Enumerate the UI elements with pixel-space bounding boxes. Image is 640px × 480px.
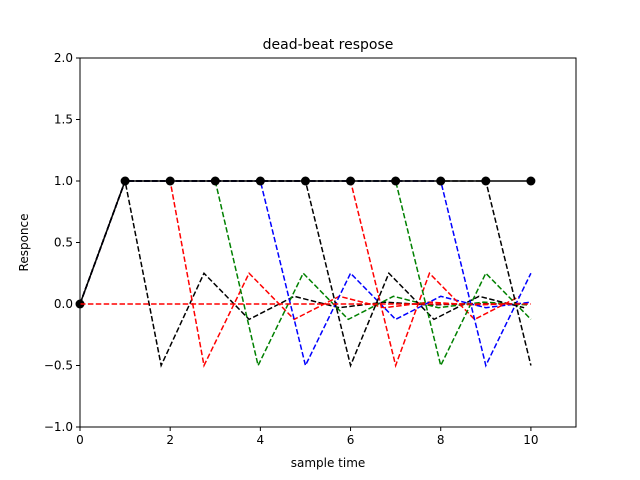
- x-axis-label: sample time: [291, 456, 366, 470]
- plot-background: [80, 58, 576, 427]
- y-tick-label: 0.0: [54, 297, 73, 311]
- x-tick-label: 0: [76, 433, 84, 447]
- x-tick-label: 2: [166, 433, 174, 447]
- series-group: [75, 176, 536, 369]
- y-tick-label: 1.5: [54, 113, 73, 127]
- y-tick-label: 1.0: [54, 174, 73, 188]
- chart-title: dead-beat respose: [263, 37, 394, 53]
- series-marker: [481, 176, 491, 186]
- x-tick-label: 6: [347, 433, 355, 447]
- series-marker: [346, 176, 356, 186]
- series-marker: [210, 176, 220, 186]
- series-marker: [436, 176, 446, 186]
- y-axis: −1.0 −0.5 0.0 0.5 1.0 1.5 2.0: [44, 51, 80, 434]
- series-marker: [526, 176, 536, 186]
- x-tick-label: 4: [257, 433, 265, 447]
- series-marker: [300, 176, 310, 186]
- series-marker: [165, 176, 175, 186]
- y-tick-label: −0.5: [44, 359, 73, 373]
- plot-area: [75, 57, 577, 428]
- y-tick-label: 0.5: [54, 236, 73, 250]
- series-marker: [255, 176, 265, 186]
- y-axis-label: Responce: [17, 214, 31, 272]
- x-tick-label: 10: [523, 433, 538, 447]
- x-tick-label: 8: [437, 433, 445, 447]
- y-tick-label: 2.0: [54, 51, 73, 65]
- series-marker: [120, 176, 130, 186]
- series-marker: [391, 176, 401, 186]
- x-axis: 0 2 4 6 8 10: [76, 427, 539, 447]
- y-tick-label: −1.0: [44, 420, 73, 434]
